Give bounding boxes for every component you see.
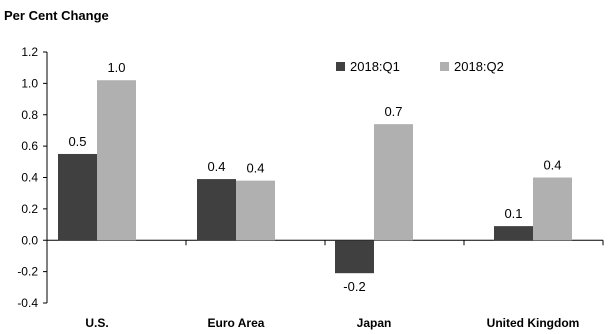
data-label: 0.1 <box>504 206 522 221</box>
plot-area: -0.4 -0.2 0.0 0.2 0.4 0.6 0.8 1.0 1.2 U.S. 0.5 1.0 E… <box>17 45 604 330</box>
bar-q2 <box>533 177 572 241</box>
data-label: 1.0 <box>107 60 125 75</box>
category-label: Euro Area <box>208 316 265 330</box>
y-tick-label: 0.2 <box>21 202 38 216</box>
y-tick-label: 0.0 <box>21 233 38 247</box>
data-label: 0.4 <box>246 161 264 176</box>
legend-label: 2018:Q1 <box>350 59 400 74</box>
bar-q1 <box>335 240 374 274</box>
data-label: 0.5 <box>68 134 86 149</box>
legend-label: 2018:Q2 <box>454 59 504 74</box>
y-tick-label: -0.2 <box>17 265 38 279</box>
y-tick-label: 0.6 <box>21 139 38 153</box>
bar-q1 <box>197 179 236 241</box>
category-label: Japan <box>357 316 392 330</box>
bar-q1 <box>58 153 97 241</box>
bar-q1 <box>494 226 533 241</box>
y-tick-label: -0.4 <box>17 296 38 310</box>
bar-q2 <box>97 80 136 241</box>
category-label: United Kingdom <box>487 316 580 330</box>
legend-swatch <box>440 62 449 71</box>
chart-title: Per Cent Change <box>4 8 109 23</box>
data-label: 0.4 <box>543 158 561 173</box>
y-tick-label: 0.4 <box>21 171 38 185</box>
data-label: -0.2 <box>343 279 365 294</box>
bar-q2 <box>236 180 275 241</box>
data-label: 0.7 <box>384 104 402 119</box>
data-label: 0.4 <box>207 159 225 174</box>
y-tick-label: 1.2 <box>21 45 38 59</box>
bar-q2 <box>374 124 413 241</box>
y-tick-label: 1.0 <box>21 76 38 90</box>
y-tick-label: 0.8 <box>21 108 38 122</box>
category-label: U.S. <box>85 316 108 330</box>
legend-swatch <box>336 62 345 71</box>
